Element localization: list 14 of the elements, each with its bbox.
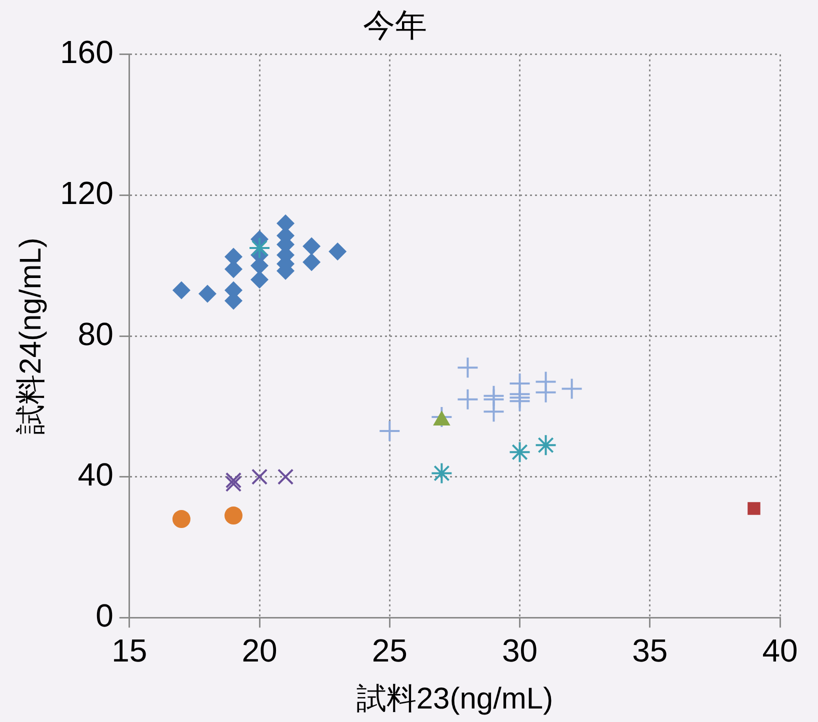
x-tick-label: 25 (372, 632, 408, 669)
x-tick-label: 30 (502, 632, 538, 669)
y-tick-label: 0 (96, 597, 114, 634)
x-tick-label: 40 (762, 632, 798, 669)
y-axis-title: 試料24(ng/mL) (14, 238, 48, 434)
x-tick-label: 15 (112, 632, 148, 669)
y-tick-label: 40 (78, 456, 114, 493)
x-tick-label: 35 (632, 632, 668, 669)
y-tick-label: 160 (60, 34, 114, 70)
x-axis-title: 試料23(ng/mL) (356, 682, 554, 716)
chart-title: 今年 (363, 7, 427, 44)
x-tick-label: 20 (242, 632, 278, 669)
y-tick-label: 120 (60, 175, 114, 212)
y-tick-label: 80 (78, 316, 114, 352)
